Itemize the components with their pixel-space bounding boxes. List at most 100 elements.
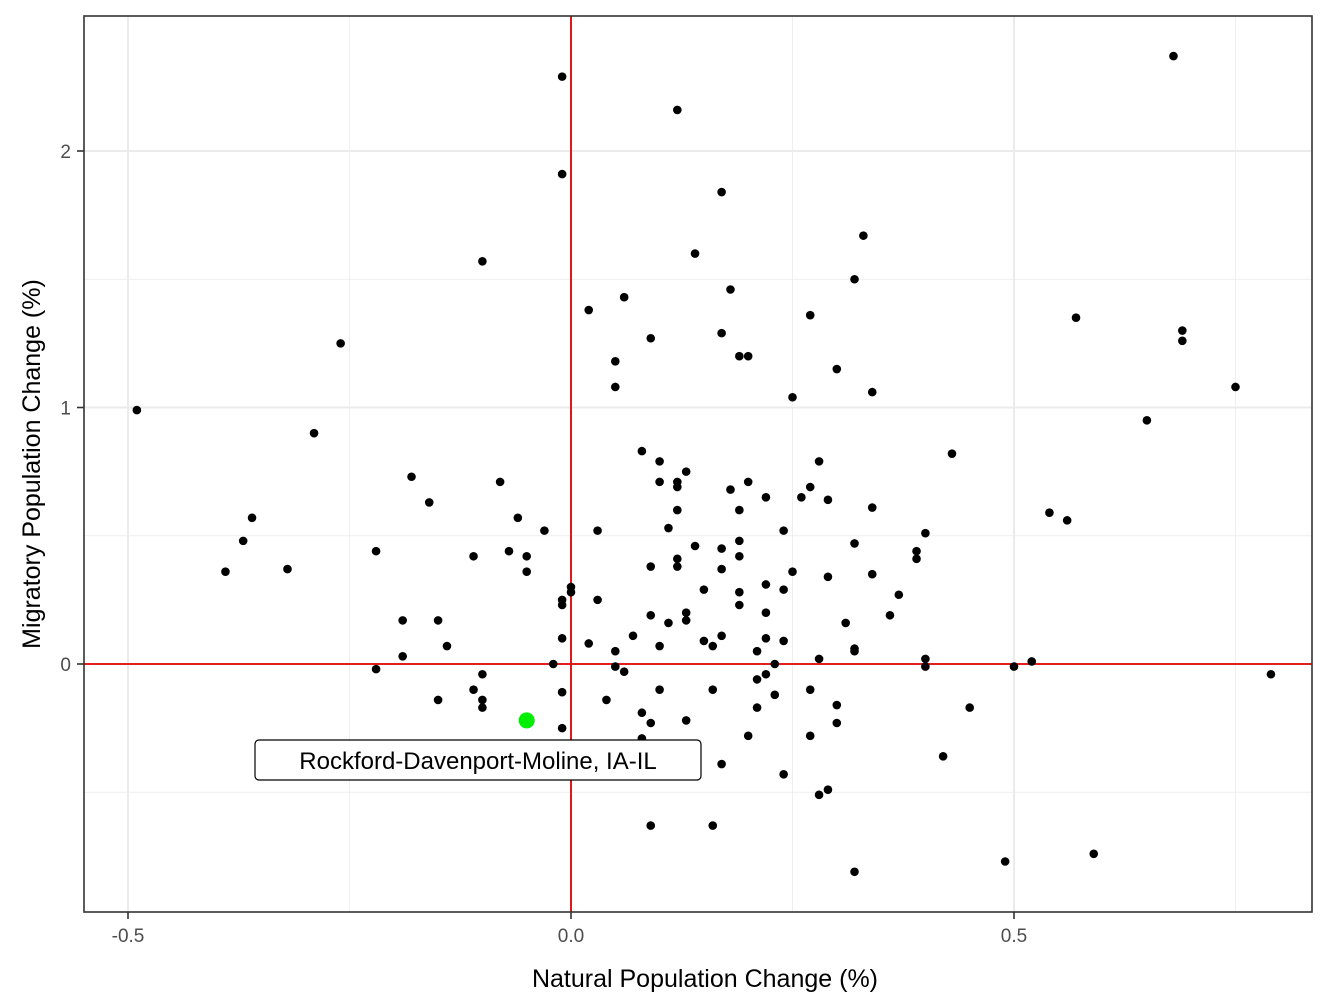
- data-point: [673, 554, 682, 564]
- data-point: [761, 580, 771, 589]
- data-point: [743, 731, 753, 741]
- x-tick-label: 0.5: [1001, 926, 1027, 947]
- y-tick-label: 1: [60, 399, 71, 420]
- data-point: [761, 608, 771, 617]
- data-point: [832, 718, 842, 728]
- data-point: [309, 428, 319, 438]
- data-point: [424, 498, 434, 507]
- data-point: [735, 536, 744, 546]
- data-point: [398, 652, 407, 661]
- data-point: [805, 482, 815, 492]
- data-point: [681, 616, 691, 625]
- data-point: [478, 256, 487, 266]
- data-point: [557, 634, 567, 643]
- data-point: [735, 600, 744, 610]
- data-point: [832, 700, 842, 710]
- data-point: [646, 333, 656, 343]
- data-point: [513, 513, 523, 523]
- data-point: [611, 646, 620, 656]
- data-point: [850, 867, 859, 877]
- data-point: [814, 654, 824, 664]
- data-point: [788, 392, 797, 402]
- data-point: [646, 718, 656, 728]
- data-point: [619, 667, 629, 676]
- data-point: [752, 703, 762, 712]
- data-point: [478, 703, 487, 712]
- data-point: [557, 723, 567, 733]
- data-point: [779, 769, 788, 779]
- data-point: [717, 328, 726, 338]
- data-point: [398, 616, 407, 625]
- data-point: [761, 669, 771, 679]
- annotation-label-box: [254, 739, 702, 781]
- data-point: [690, 541, 700, 551]
- data-point: [832, 364, 842, 374]
- data-point: [805, 685, 815, 694]
- data-point: [708, 685, 718, 694]
- data-point: [867, 387, 877, 397]
- data-point: [921, 654, 930, 664]
- data-point: [743, 477, 753, 487]
- data-point: [655, 641, 664, 651]
- data-point: [628, 631, 638, 641]
- data-point: [1178, 326, 1187, 335]
- data-point: [540, 526, 549, 535]
- data-point: [557, 600, 567, 610]
- y-tick-label: 2: [60, 142, 71, 163]
- data-point: [841, 618, 850, 628]
- data-point: [770, 659, 780, 669]
- data-point: [238, 536, 248, 546]
- data-point: [894, 590, 904, 600]
- data-point: [743, 351, 753, 361]
- data-point: [912, 546, 921, 556]
- data-point: [1027, 657, 1037, 666]
- data-point: [593, 595, 602, 605]
- data-points: [132, 51, 1276, 877]
- data-point: [1178, 336, 1187, 346]
- data-point: [673, 105, 682, 115]
- data-point: [433, 616, 443, 625]
- data-point: [637, 708, 647, 718]
- data-point: [655, 685, 664, 694]
- data-point: [132, 405, 142, 415]
- data-point: [805, 310, 815, 320]
- data-point: [735, 587, 744, 597]
- data-point: [646, 562, 656, 571]
- data-point: [699, 636, 709, 646]
- data-point: [814, 790, 824, 800]
- data-point: [717, 759, 726, 769]
- data-point: [735, 505, 744, 515]
- data-point: [584, 639, 594, 648]
- data-point: [708, 821, 718, 830]
- data-point: [1000, 857, 1010, 866]
- data-point: [495, 477, 505, 487]
- data-point: [646, 821, 656, 830]
- data-point: [673, 482, 682, 492]
- data-point: [965, 703, 974, 712]
- data-point: [1231, 382, 1240, 392]
- data-point: [823, 572, 833, 582]
- x-tick-label: -0.5: [112, 926, 145, 947]
- data-point: [1045, 508, 1054, 517]
- data-point: [761, 492, 771, 502]
- data-point: [859, 231, 868, 240]
- data-point: [823, 785, 833, 794]
- data-point: [584, 305, 594, 315]
- data-point: [611, 662, 620, 671]
- data-point: [717, 187, 726, 197]
- data-point: [726, 285, 735, 294]
- data-point: [664, 618, 673, 628]
- data-point: [478, 669, 487, 679]
- data-point: [646, 610, 656, 620]
- data-point: [655, 457, 664, 466]
- y-axis-title: Migratory Population Change (%): [18, 279, 46, 649]
- data-point: [921, 662, 930, 671]
- data-point: [478, 695, 487, 705]
- data-point: [885, 610, 895, 620]
- data-point: [850, 274, 859, 284]
- data-point: [699, 585, 709, 594]
- x-tick-label: 0.0: [558, 926, 584, 947]
- data-point: [283, 564, 292, 574]
- data-point: [717, 564, 726, 574]
